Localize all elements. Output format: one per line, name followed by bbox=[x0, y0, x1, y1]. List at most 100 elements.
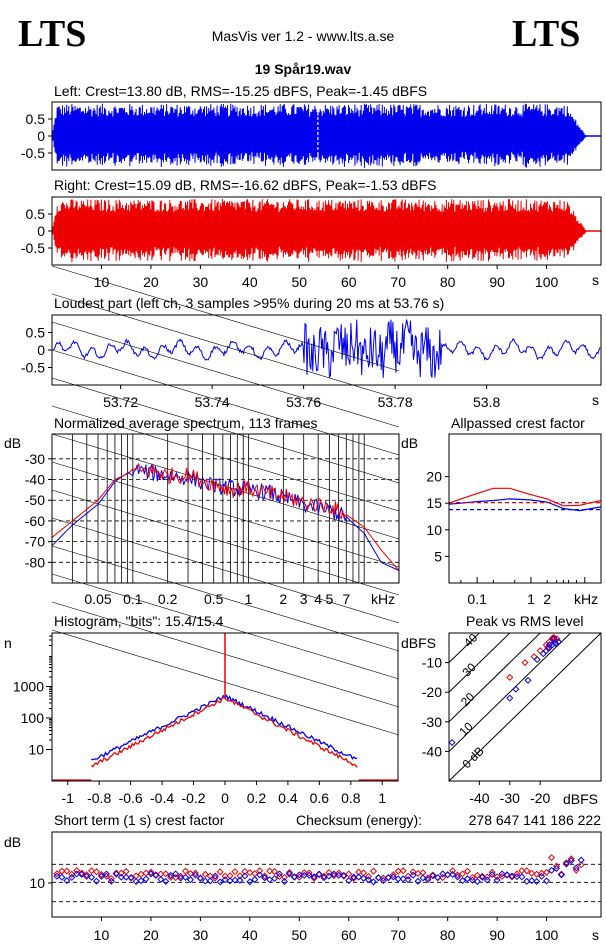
crest-line-0 bbox=[449, 633, 601, 781]
right-waveform-signal bbox=[52, 198, 599, 263]
short-crest-point-1-86 bbox=[473, 878, 481, 886]
short-crest-point-1-15 bbox=[122, 873, 130, 881]
histogram-xtick-label-0: -1 bbox=[62, 790, 75, 806]
short-crest-point-1-61 bbox=[350, 873, 358, 881]
short-crest-point-1-78 bbox=[434, 874, 442, 882]
short-crest-point-1-85 bbox=[468, 876, 476, 884]
short-crest-point-1-56 bbox=[325, 872, 333, 880]
loudest-tick-label-2: -0.5 bbox=[21, 360, 45, 376]
spectrum-slope-7 bbox=[51, 461, 400, 568]
short-crest-point-0-96 bbox=[523, 867, 531, 875]
short-crest-point-0-32 bbox=[206, 872, 214, 880]
loudest-signal bbox=[52, 319, 601, 379]
short-crest-point-1-106 bbox=[572, 864, 580, 872]
short-crest-point-0-53 bbox=[310, 874, 318, 882]
short-crest-point-1-25 bbox=[172, 870, 180, 878]
short-crest-point-1-22 bbox=[157, 875, 165, 883]
short-crest-point-1-93 bbox=[508, 872, 516, 880]
short-crest-point-1-79 bbox=[439, 870, 447, 878]
short-crest-point-1-60 bbox=[345, 877, 353, 885]
short-crest-point-1-18 bbox=[137, 877, 145, 885]
short-crest-point-0-74 bbox=[414, 869, 422, 877]
crest-line-label-1: 10 bbox=[456, 719, 476, 739]
short-crest-point-0-81 bbox=[449, 867, 457, 875]
left-waveform-tick-label-2: -0.5 bbox=[21, 145, 45, 161]
short-crest-point-1-47 bbox=[280, 877, 288, 886]
left-waveform-tick-label-0: 0.5 bbox=[26, 111, 46, 127]
short-crest-point-1-80 bbox=[444, 871, 452, 879]
right-waveform-xtick-label-6: 70 bbox=[390, 274, 406, 290]
peak-rms-point-1-10 bbox=[550, 635, 558, 643]
short-crest-point-1-12 bbox=[107, 877, 115, 885]
short-crest-point-1-100 bbox=[543, 877, 551, 885]
short-crest-point-1-107 bbox=[577, 856, 585, 864]
short-crest-point-0-33 bbox=[211, 874, 219, 882]
spectrum-xtick-label-1: 0.1 bbox=[123, 591, 143, 607]
short-crest-point-1-27 bbox=[182, 873, 190, 881]
short-crest-point-1-89 bbox=[488, 870, 496, 879]
short-crest-point-0-39 bbox=[241, 867, 249, 876]
short-crest-point-1-97 bbox=[528, 877, 536, 885]
short-crest-point-0-10 bbox=[97, 871, 105, 879]
spectrum-xtick-label-6: 3 bbox=[300, 591, 308, 607]
spectrum-xtick-label-4: 1 bbox=[245, 591, 253, 607]
short-crest-yunit: dB bbox=[4, 834, 21, 850]
allpass-ytick-label-2: 10 bbox=[426, 522, 442, 538]
right-waveform-xtick-label-7: 80 bbox=[440, 274, 456, 290]
peak-rms-ytick-label-3: -40 bbox=[422, 743, 442, 759]
short-crest-point-1-102 bbox=[552, 864, 561, 872]
short-crest-point-1-92 bbox=[503, 871, 511, 879]
short-crest-point-0-15 bbox=[122, 867, 130, 876]
short-crest-point-0-37 bbox=[231, 868, 239, 876]
peak-rms-yunit: dBFS bbox=[401, 635, 436, 651]
spectrum-ytick-label-3: -60 bbox=[25, 513, 45, 529]
short-crest-point-0-13 bbox=[112, 869, 120, 877]
short-crest-point-1-99 bbox=[538, 872, 546, 880]
short-crest-point-0-93 bbox=[508, 873, 516, 881]
short-crest-point-1-52 bbox=[305, 871, 313, 879]
short-crest-point-1-16 bbox=[127, 873, 135, 882]
short-crest-xtick-label-8: 90 bbox=[489, 927, 505, 943]
short-crest-point-0-69 bbox=[389, 871, 397, 879]
spectrum-xtick-label-3: 0.5 bbox=[204, 591, 224, 607]
short-crest-point-0-57 bbox=[330, 872, 338, 880]
peak-rms-point-1-4 bbox=[533, 656, 541, 664]
histogram-ytick-label-1: 100 bbox=[21, 710, 45, 726]
short-crest-point-1-43 bbox=[261, 874, 269, 882]
short-crest-point-1-9 bbox=[92, 877, 101, 885]
short-crest-point-0-3 bbox=[63, 867, 71, 875]
spectrum-slope-0 bbox=[51, 265, 400, 372]
short-crest-point-0-75 bbox=[419, 869, 427, 877]
short-crest-point-1-31 bbox=[201, 877, 209, 885]
histogram-xtick-label-1: -0.8 bbox=[87, 790, 111, 806]
histogram-series-1 bbox=[90, 696, 358, 768]
short-crest-frame bbox=[51, 831, 602, 918]
short-crest-point-0-7 bbox=[83, 871, 91, 879]
short-crest-xunit: s bbox=[592, 927, 599, 943]
short-crest-point-0-24 bbox=[167, 873, 175, 881]
short-crest-point-1-7 bbox=[83, 872, 91, 880]
left-waveform-title: Left: Crest=13.80 dB, RMS=-15.25 dBFS, P… bbox=[54, 83, 427, 99]
short-crest-point-1-39 bbox=[241, 872, 249, 880]
file-title: 19 Spår19.wav bbox=[255, 61, 352, 77]
peak-rms-ytick-label-2: -30 bbox=[422, 714, 442, 730]
right-waveform-xtick-label-2: 30 bbox=[193, 274, 209, 290]
peak-rms-point-0-1 bbox=[521, 659, 529, 667]
short-crest-point-1-44 bbox=[266, 876, 274, 884]
short-crest-xtick-label-6: 70 bbox=[390, 927, 406, 943]
loudest-tick-label-1: 0 bbox=[37, 342, 45, 358]
spectrum-ytick-label-0: -30 bbox=[25, 451, 45, 467]
spectrum-slope-5 bbox=[51, 405, 400, 512]
short-crest-point-0-97 bbox=[528, 869, 536, 877]
waveform-xunit: s bbox=[592, 272, 599, 288]
allpass-xunit: kHz bbox=[574, 591, 598, 607]
short-crest-point-1-95 bbox=[518, 873, 526, 881]
short-crest-point-0-76 bbox=[424, 874, 432, 882]
short-crest-point-1-62 bbox=[355, 873, 363, 881]
spectrum-ytick-label-4: -70 bbox=[25, 534, 45, 550]
short-crest-point-0-23 bbox=[162, 870, 170, 878]
short-crest-point-0-35 bbox=[221, 872, 229, 880]
right-waveform-title: Right: Crest=15.09 dB, RMS=-16.62 dBFS, … bbox=[54, 177, 436, 193]
short-crest-point-0-55 bbox=[320, 872, 328, 880]
